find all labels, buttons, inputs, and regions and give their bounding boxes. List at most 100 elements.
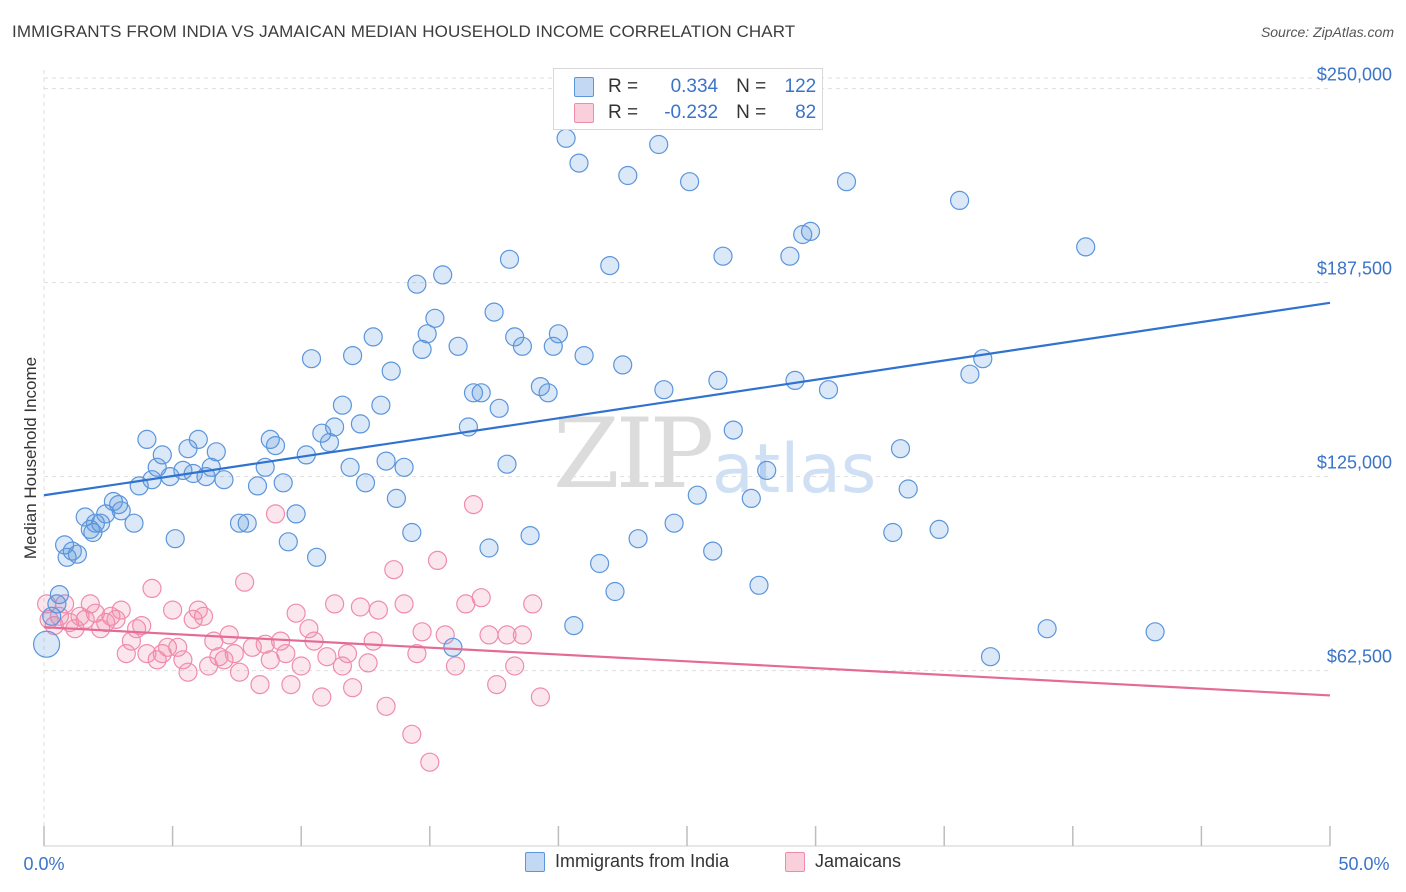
india-point [371, 395, 391, 415]
india-point [394, 457, 414, 477]
india-point [960, 364, 980, 384]
india-point [229, 513, 250, 533]
jamaica-point [394, 594, 414, 614]
india-point [949, 190, 970, 210]
india-point [42, 606, 62, 626]
india-point [49, 584, 70, 605]
jamaica-point [193, 606, 214, 626]
india-point [111, 501, 131, 521]
jamaica-point [471, 588, 491, 608]
india-point [433, 265, 453, 285]
jamaica-point [178, 662, 198, 682]
india-point [1076, 237, 1096, 257]
india-point [484, 302, 504, 322]
india-point [530, 377, 551, 397]
jamaica-point [137, 643, 157, 664]
india-point [412, 339, 432, 359]
jamaica-point [106, 609, 126, 630]
jamaica-point [157, 637, 178, 657]
y-tick-labels: $62,500 $125,000 $187,500 $250,000 [1317, 65, 1392, 667]
legend-row-jamaica: R = -0.232 N = 82 [554, 101, 816, 125]
jamaica-point [54, 594, 75, 614]
jamaica-point [523, 594, 543, 614]
india-point [589, 553, 610, 574]
india-point [883, 522, 903, 543]
legend-row-india: R = 0.334 N = 122 [554, 75, 816, 99]
india-point [62, 541, 82, 561]
source-label: Source: ZipAtlas.com [1260, 24, 1394, 40]
india-point [713, 246, 733, 266]
india-point [929, 519, 949, 540]
legend-item-jamaica: Jamaicans [785, 851, 901, 872]
india-point [538, 383, 558, 403]
india-point [703, 541, 723, 561]
jamaica-point [188, 600, 208, 620]
india-point [548, 324, 569, 344]
jamaica-point [358, 653, 378, 673]
india-point [332, 395, 352, 415]
india-n-value: 122 [784, 76, 817, 97]
x-tick-label-max: 50.0% [1338, 854, 1389, 874]
jamaica-point [412, 622, 432, 642]
legend-item-india: Immigrants from India [525, 851, 729, 872]
india-point [90, 513, 111, 533]
legend-jamaica-swatch [785, 851, 805, 872]
india-point [376, 451, 396, 471]
jamaica-point [325, 594, 345, 614]
india-point [890, 439, 911, 459]
y-tick-label: $125,000 [1317, 453, 1392, 473]
y-tick-label: $250,000 [1317, 65, 1392, 85]
jamaica-point [142, 578, 162, 599]
jamaica-point [505, 656, 525, 676]
jamaica-point [101, 606, 121, 626]
jamaica-point [147, 650, 167, 670]
jamaica-point [363, 631, 383, 651]
jamaica-point [479, 625, 499, 645]
jamaica-point [487, 674, 507, 695]
india-point [980, 647, 1001, 667]
india-point [628, 529, 648, 549]
india-point [343, 346, 363, 366]
jamaica-point [163, 600, 183, 620]
y-tick-label: $62,500 [1327, 647, 1392, 667]
india-point [67, 544, 88, 564]
india-point [471, 383, 491, 403]
india-point [381, 361, 401, 381]
jamaica-point [463, 495, 484, 515]
india-point [260, 429, 280, 449]
india-point [973, 349, 993, 369]
trend-lines [43, 301, 1331, 697]
jamaica-point [224, 643, 244, 664]
jamaica-point [384, 560, 404, 580]
india-point [898, 479, 918, 499]
india-point [265, 436, 286, 456]
india-point [780, 246, 800, 266]
india-point [479, 538, 499, 558]
india-point [785, 370, 805, 390]
jamaica-r-label: R = [608, 102, 639, 123]
india-point [247, 476, 268, 496]
jamaica-point [281, 674, 301, 695]
india-point [325, 417, 345, 437]
y-tick-label: $187,500 [1317, 259, 1392, 279]
india-point [80, 519, 100, 540]
jamaica-point [530, 687, 551, 707]
jamaica-point [445, 656, 466, 676]
jamaica-point [368, 600, 388, 620]
india-point [818, 380, 839, 400]
jamaica-point [219, 625, 239, 645]
jamaica-n-label: N = [736, 102, 767, 123]
india-point [574, 346, 594, 366]
india-point [165, 529, 185, 549]
watermark-zip: ZIP [553, 398, 714, 510]
india-r-label: R = [608, 76, 639, 97]
india-point [463, 383, 484, 403]
india-point [206, 442, 226, 462]
data-points [32, 128, 1165, 772]
india-swatch [574, 77, 594, 97]
jamaica-point [173, 650, 193, 670]
india-point [687, 485, 707, 505]
jamaica-n-value: 82 [795, 102, 817, 123]
y-axis-label: Median Household Income [21, 357, 40, 559]
